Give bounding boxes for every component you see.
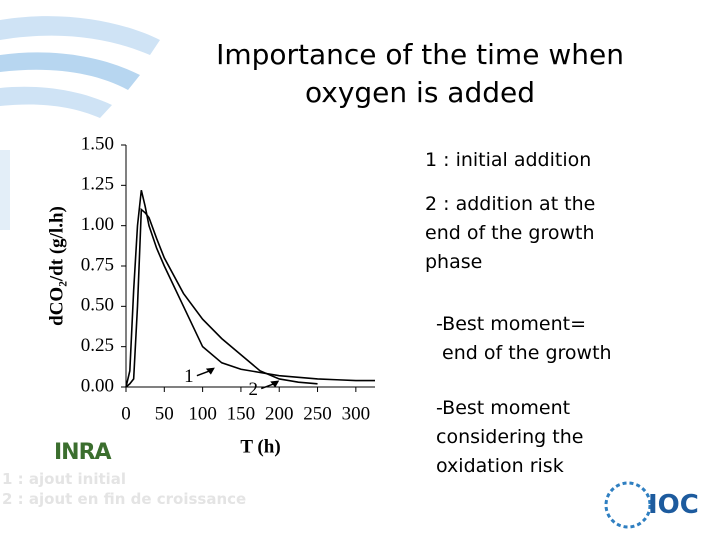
x-tick-label: 250 <box>303 403 332 424</box>
wave <box>0 16 160 56</box>
y-tick-label: 0.00 <box>81 375 114 396</box>
footer-text: 2 : ajout en fin de croissance <box>2 490 247 508</box>
y-axis-label: dCO₂/dt (g/l.h) <box>46 206 67 326</box>
slide-title: Importance of the time when oxygen is ad… <box>160 36 680 112</box>
axis <box>125 145 375 388</box>
logo-inra: INRA <box>54 440 112 465</box>
footer-text: 1 : ajout initial <box>2 470 127 488</box>
annotation-label: 1 <box>184 366 194 387</box>
logo-mark <box>604 481 652 529</box>
y-tick-label: 0.75 <box>81 254 114 275</box>
note-line: 2 : addition at the <box>425 193 596 215</box>
x-tick-label: 150 <box>227 403 256 424</box>
x-axis-label: T (h) <box>240 436 280 457</box>
note-line: 1 : initial addition <box>425 149 592 171</box>
y-tick-label: 0.50 <box>81 295 114 316</box>
note: 2 : addition at the end of the growth phas… <box>425 190 595 277</box>
wave <box>0 52 140 90</box>
note: -Best moment considering the oxidation ris… <box>436 394 583 481</box>
x-tick-label: 100 <box>188 403 217 424</box>
annotation-label: 2 <box>248 379 258 400</box>
note-line: end of the growth <box>425 222 595 244</box>
title-line: oxygen is added <box>304 76 536 109</box>
x-tick-label: 200 <box>265 403 294 424</box>
note-line: end of the growth <box>436 342 612 364</box>
y-tick-label: 0.25 <box>81 335 114 356</box>
wave <box>0 86 112 118</box>
note-line: oxidation risk <box>436 455 564 477</box>
note-line: -Best moment= <box>436 313 587 335</box>
note-line: phase <box>425 251 483 273</box>
y-tick-label: 1.25 <box>81 174 114 195</box>
x-tick-label: 300 <box>342 403 371 424</box>
x-tick-label: 50 <box>155 403 174 424</box>
note-line: considering the <box>436 426 584 448</box>
title-line: Importance of the time when <box>216 38 624 71</box>
arrow-head <box>270 380 280 388</box>
arrow-head <box>205 367 215 375</box>
series-line <box>125 207 318 388</box>
wave <box>0 150 10 230</box>
y-tick-label: 1.50 <box>81 133 114 154</box>
note: -Best moment= end of the growth <box>436 310 612 368</box>
logo-ioc: IOC <box>648 490 699 520</box>
x-tick-label: 0 <box>121 403 131 424</box>
note-line: -Best moment <box>436 397 571 419</box>
y-tick-label: 1.00 <box>81 214 114 235</box>
note: 1 : initial addition <box>425 146 591 175</box>
series-line <box>125 189 375 388</box>
